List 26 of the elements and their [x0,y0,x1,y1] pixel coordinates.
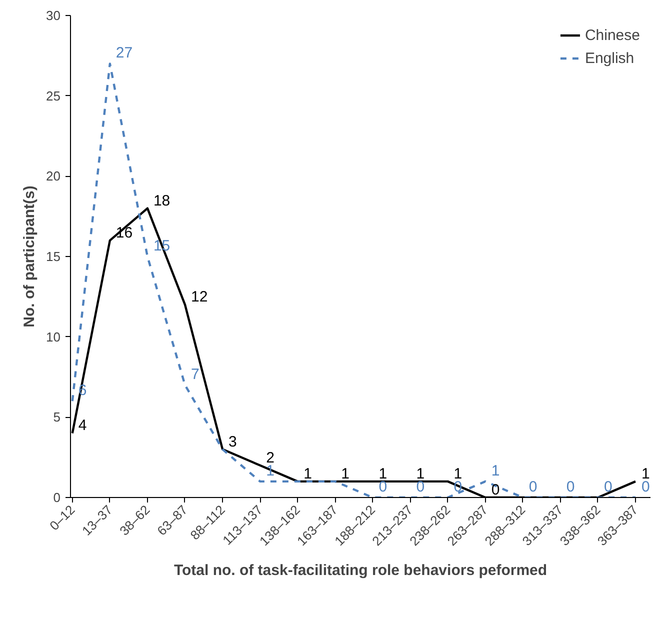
data-label: 0 [566,478,575,496]
y-tick-label: 15 [46,249,61,264]
y-tick-label: 5 [53,410,61,425]
data-label: 7 [191,366,200,384]
data-label: 18 [153,192,170,210]
data-label: 27 [116,44,133,62]
y-tick-label: 20 [46,168,61,184]
data-label: 1 [304,465,312,482]
data-label: 0 [491,482,500,498]
data-label: 3 [228,433,237,450]
data-label: 4 [78,417,87,434]
y-tick-label: 10 [46,329,61,344]
data-label: 0 [528,478,538,496]
legend-label: Chinese [584,26,640,44]
x-axis-title: Total no. of task-facilitating role behaviors peformed [174,562,548,579]
data-label: 2 [266,449,274,466]
data-label: 0 [604,478,612,496]
legend-label: English [584,50,634,66]
data-label: 1 [341,465,350,482]
y-axis-title: No. of participant(s) [21,186,38,328]
y-tick-label: 0 [53,490,61,505]
data-label: 12 [191,288,208,306]
data-label: 1 [454,465,462,482]
y-tick-label: 25 [46,88,61,104]
data-label: 1 [491,462,500,480]
y-tick-label: 30 [46,8,61,23]
